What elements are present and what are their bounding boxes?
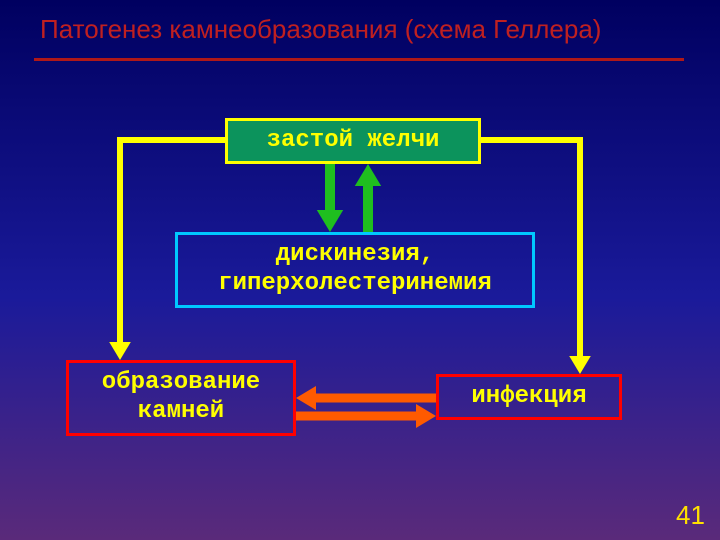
node-dyskinesia: дискинезия, гиперхолестеринемия (175, 232, 535, 308)
page-number: 41 (676, 500, 705, 531)
title-underline (34, 58, 684, 61)
node-stone-formation: образование камней (66, 360, 296, 436)
node-bile-stasis: застой желчи (225, 118, 481, 164)
slide-title: Патогенез камнеобразования (схема Геллер… (40, 14, 601, 45)
slide-stage: Патогенез камнеобразования (схема Геллер… (0, 0, 720, 540)
node-infection: инфекция (436, 374, 622, 420)
